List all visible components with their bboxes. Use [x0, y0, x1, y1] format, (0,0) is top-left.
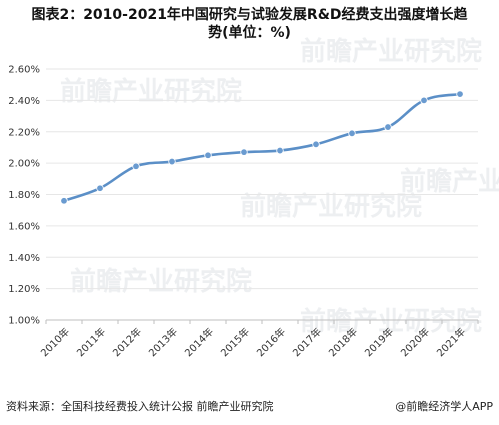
watermark-0: 前瞻产业研究院 — [60, 76, 242, 107]
x-tick-label: 2016年 — [254, 325, 288, 359]
source-note: 资料来源：全国科技经费投入统计公报 前瞻产业研究院 — [6, 400, 274, 413]
data-point-0 — [60, 197, 68, 205]
y-tick-label: 2.60% — [8, 65, 40, 76]
data-points — [60, 90, 464, 205]
data-point-3 — [168, 157, 176, 166]
y-tick-label: 1.00% — [8, 316, 40, 327]
x-tick-label: 2011年 — [74, 325, 108, 359]
brand-credit: @前瞻经济学人APP — [395, 400, 493, 413]
x-tick-label: 2014年 — [182, 325, 216, 359]
y-tick-label: 1.20% — [8, 284, 40, 295]
footer: 资料来源：全国科技经费投入统计公报 前瞻产业研究院 @前瞻经济学人APP — [0, 398, 499, 418]
y-tick-label: 2.00% — [8, 159, 40, 170]
data-point-11 — [456, 90, 464, 98]
watermark-4: 前瞻产业研究院 — [70, 266, 252, 297]
gridlines — [46, 68, 478, 290]
chart-title-line-2: 势(单位：%) — [208, 25, 291, 41]
data-point-4 — [204, 151, 212, 159]
x-tick-label: 2010年 — [38, 325, 72, 359]
y-tick-label: 2.20% — [8, 127, 40, 138]
line-chart: 前瞻产业研究院前瞻产业研究院前瞻产业研究院前瞻产业研究院前瞻产业研究院前瞻产业研… — [8, 36, 499, 359]
watermark-2: 前瞻产业研究院 — [240, 191, 422, 222]
data-point-10 — [420, 96, 428, 105]
data-point-7 — [312, 140, 320, 148]
watermark-5: 前瞻产业研究院 — [300, 306, 482, 337]
data-point-8 — [348, 129, 356, 138]
x-tick-label: 2013年 — [146, 325, 180, 359]
x-tick-label: 2012年 — [110, 325, 144, 359]
y-tick-label: 1.40% — [8, 253, 40, 264]
chart-title-line-1: 图表2：2010-2021年中国研究与试验发展R&D经费支出强度增长趋 — [31, 7, 468, 23]
y-tick-label: 2.40% — [8, 96, 40, 107]
watermark-1: 前瞻产业研究院 — [300, 36, 482, 67]
data-point-9 — [384, 123, 392, 131]
y-tick-label: 1.60% — [8, 221, 40, 232]
watermark-3: 前瞻产业研究院 — [400, 166, 499, 197]
chart-title: 图表2：2010-2021年中国研究与试验发展R&D经费支出强度增长趋 势(单位… — [0, 6, 499, 42]
x-tick-label: 2015年 — [218, 325, 252, 359]
data-point-6 — [276, 146, 284, 155]
data-point-5 — [240, 148, 248, 156]
watermarks: 前瞻产业研究院前瞻产业研究院前瞻产业研究院前瞻产业研究院前瞻产业研究院前瞻产业研… — [60, 36, 499, 337]
data-point-1 — [96, 184, 104, 192]
y-tick-label: 1.80% — [8, 190, 40, 201]
data-point-2 — [132, 162, 140, 170]
y-axis: 1.00% 1.20% 1.40% 1.60% 1.80% 2.00% 2.20% 2.40%… — [8, 65, 40, 327]
